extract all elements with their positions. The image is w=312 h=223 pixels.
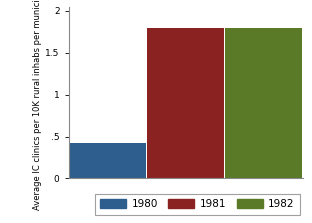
Legend: 1980, 1981, 1982: 1980, 1981, 1982 (95, 194, 300, 215)
Bar (148, 28, 224, 178)
Y-axis label: Average IC clinics per 10K rural inhabs per municipality: Average IC clinics per 10K rural inhabs … (33, 0, 42, 210)
Bar (225, 28, 302, 178)
Bar (69, 143, 146, 178)
